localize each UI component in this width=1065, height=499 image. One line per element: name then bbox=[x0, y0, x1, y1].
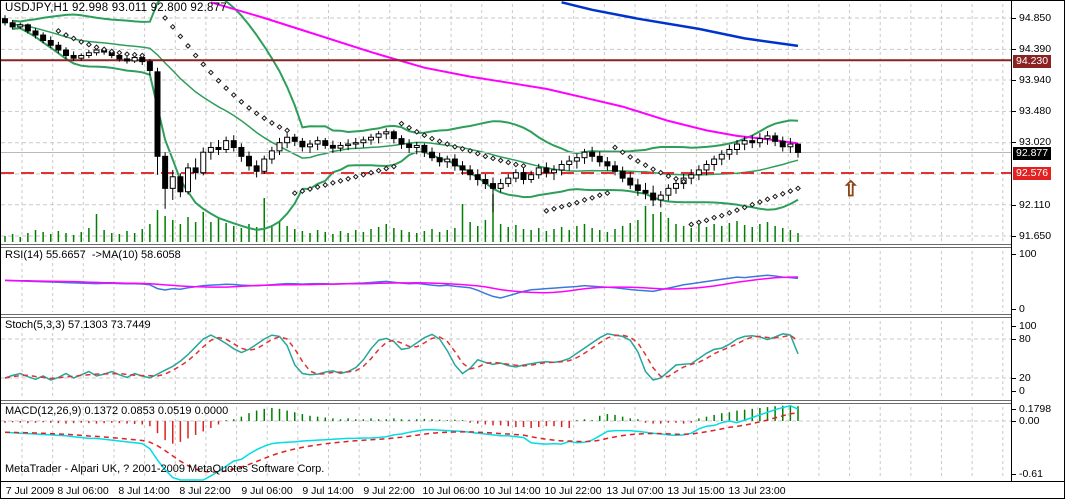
axis-tick-mark bbox=[1012, 378, 1016, 379]
price-badge: 92.877 bbox=[1013, 147, 1052, 160]
axis-tick-mark bbox=[1012, 309, 1016, 310]
axis-label: 91.650 bbox=[1019, 230, 1052, 242]
axis-tick-mark bbox=[1012, 326, 1016, 327]
platform-credit-text: MetaTrader - Alpari UK, ? 2001-2009 Meta… bbox=[5, 463, 325, 475]
axis-tick-mark bbox=[1012, 421, 1016, 422]
panel-separator[interactable] bbox=[1, 244, 1011, 248]
axis-label: 92.110 bbox=[1019, 199, 1051, 211]
up-arrow-icon[interactable]: ⇧ bbox=[842, 178, 860, 201]
macd-panel[interactable]: MACD(12,26,9) 0.1372 0.0853 0.0519 0.000… bbox=[1, 404, 1011, 481]
axis-tick-mark bbox=[1012, 80, 1016, 81]
axis-tick-mark bbox=[1012, 49, 1016, 50]
time-label: 13 Jul 23:00 bbox=[728, 485, 786, 497]
time-label: 10 Jul 06:00 bbox=[422, 485, 480, 497]
axis-tick-mark bbox=[1012, 236, 1016, 237]
axis-tick-mark bbox=[1012, 254, 1016, 255]
price-badge: 94.230 bbox=[1013, 55, 1052, 68]
time-label: 13 Jul 15:00 bbox=[667, 485, 725, 497]
stochastic-canvas[interactable] bbox=[1, 318, 1011, 400]
axis-label: 0.1798 bbox=[1019, 403, 1052, 415]
axis-tick-mark bbox=[1012, 111, 1016, 112]
panel-separator[interactable] bbox=[1, 314, 1011, 318]
axis-tick-mark bbox=[1012, 391, 1016, 392]
panel-separator[interactable] bbox=[1, 400, 1011, 404]
time-label: 7 Jul 2009 bbox=[5, 485, 55, 497]
axis-label: 93.020 bbox=[1019, 136, 1052, 148]
time-label: 8 Jul 14:00 bbox=[118, 485, 170, 497]
time-label: 9 Jul 14:00 bbox=[302, 485, 354, 497]
axis-label: 93.480 bbox=[1019, 105, 1052, 117]
time-label: 10 Jul 14:00 bbox=[483, 485, 541, 497]
axis-label: -0.61 bbox=[1019, 468, 1043, 480]
axis-label: 0.00 bbox=[1019, 415, 1040, 427]
axis-tick-mark bbox=[1012, 18, 1016, 19]
axis-label: 0 bbox=[1019, 303, 1025, 315]
axis-label: 20 bbox=[1019, 372, 1031, 384]
axis-tick-mark bbox=[1012, 205, 1016, 206]
time-label: 9 Jul 22:00 bbox=[363, 485, 415, 497]
time-label: 13 Jul 07:00 bbox=[606, 485, 664, 497]
time-label: 9 Jul 06:00 bbox=[241, 485, 293, 497]
axis-tick-mark bbox=[1012, 339, 1016, 340]
time-axis[interactable]: 7 Jul 2009 8 Jul 06:00 8 Jul 14:00 8 Jul 22… bbox=[1, 481, 1064, 498]
macd-label: MACD(12,26,9) 0.1372 0.0853 0.0519 0.000… bbox=[5, 405, 229, 417]
axis-label: 80 bbox=[1019, 333, 1031, 345]
axis-tick-mark bbox=[1012, 474, 1016, 475]
time-label: 10 Jul 22:00 bbox=[544, 485, 602, 497]
time-label: 8 Jul 06:00 bbox=[57, 485, 109, 497]
axis-label: 94.390 bbox=[1019, 43, 1052, 55]
stochastic-panel[interactable]: Stoch(5,3,3) 57.1303 73.7449 bbox=[1, 318, 1011, 400]
axis-tick-mark bbox=[1012, 142, 1016, 143]
rsi-panel[interactable]: RSI(14) 55.6657 ->MA(10) 58.6058 bbox=[1, 248, 1011, 314]
rsi-canvas[interactable] bbox=[1, 248, 1011, 314]
axis-label: 94.850 bbox=[1019, 12, 1052, 24]
axis-label: 100 bbox=[1019, 320, 1037, 332]
chart-title: USDJPY,H1 92.998 93.011 92.800 92.877 bbox=[5, 2, 227, 14]
price-badge: 92.576 bbox=[1013, 167, 1052, 180]
axis-label: 93.940 bbox=[1019, 74, 1052, 86]
axis-label: 0 bbox=[1019, 385, 1025, 397]
stochastic-label: Stoch(5,3,3) 57.1303 73.7449 bbox=[5, 319, 151, 331]
price-chart-canvas[interactable] bbox=[1, 1, 1011, 244]
axis-label: 100 bbox=[1019, 248, 1037, 260]
axis-tick-mark bbox=[1012, 409, 1016, 410]
main-price-panel[interactable]: USDJPY,H1 92.998 93.011 92.800 92.877 bbox=[1, 1, 1011, 244]
macd-canvas[interactable] bbox=[1, 404, 1011, 481]
rsi-label: RSI(14) 55.6657 ->MA(10) 58.6058 bbox=[5, 249, 181, 261]
price-axis[interactable]: 94.850 94.390 93.940 93.480 93.020 92.110 91.6… bbox=[1011, 1, 1064, 481]
time-label: 8 Jul 22:00 bbox=[179, 485, 231, 497]
